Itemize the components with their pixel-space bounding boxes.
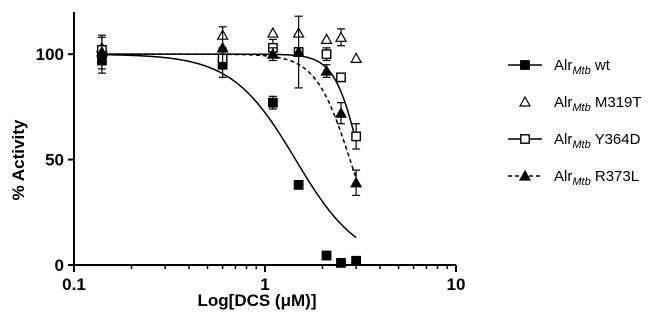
legend-marker: [520, 60, 530, 70]
data-point: [336, 72, 346, 83]
legend-label: AlrMtb Y364D: [554, 131, 641, 151]
y-axis-label: % Activity: [9, 119, 28, 200]
data-point: [268, 97, 278, 108]
x-axis-label: Log[DCS (μM)]: [198, 291, 317, 310]
legend-item-r373l: AlrMtb R373L: [508, 168, 639, 188]
data-point: [351, 131, 362, 142]
data-point: [336, 257, 346, 268]
fit-curve: [101, 53, 357, 179]
data-point: [351, 255, 362, 266]
series-y364d: [97, 15, 362, 150]
data-point: [320, 64, 333, 76]
series-wt: [97, 47, 362, 268]
legend-marker: [518, 95, 532, 107]
legend-item-wt: AlrMtb wt: [508, 57, 611, 77]
legend-item-m319t: AlrMtb M319T: [518, 94, 642, 114]
y-tick-label: 100: [36, 45, 64, 64]
data-point: [266, 47, 279, 59]
data-point: [293, 179, 304, 190]
plot-area: [95, 15, 363, 268]
legend-item-y364d: AlrMtb Y364D: [508, 131, 641, 151]
data-point: [266, 26, 279, 38]
legend-label: AlrMtb wt: [554, 57, 611, 77]
y-tick-label: 50: [45, 151, 64, 170]
data-point: [321, 250, 332, 261]
x-tick-label: 1: [260, 275, 269, 294]
fit-curve: [101, 53, 357, 239]
data-point: [320, 33, 333, 45]
data-point: [350, 52, 363, 63]
data-point: [334, 31, 348, 42]
x-tick-label: 0.1: [62, 275, 86, 294]
data-point: [95, 45, 108, 57]
data-point: [216, 41, 229, 53]
legend-label: AlrMtb R373L: [554, 168, 639, 188]
legend-marker: [518, 169, 532, 181]
fit-curve: [101, 53, 357, 142]
x-tick-label: 10: [447, 275, 466, 294]
axes: 0 50 100 0.1 1 10: [36, 12, 466, 294]
data-point: [350, 176, 363, 188]
series-m319t: [95, 26, 363, 63]
data-point: [292, 45, 305, 57]
legend: AlrMtb wt AlrMtb M319T AlrMtb Y364D AlrMtb …: [508, 57, 642, 188]
legend-marker: [520, 134, 530, 144]
data-point: [334, 106, 348, 118]
legend-label: AlrMtb M319T: [554, 94, 642, 114]
series-r373l: [95, 26, 363, 197]
data-point: [321, 49, 332, 60]
y-tick-label: 0: [55, 256, 64, 275]
